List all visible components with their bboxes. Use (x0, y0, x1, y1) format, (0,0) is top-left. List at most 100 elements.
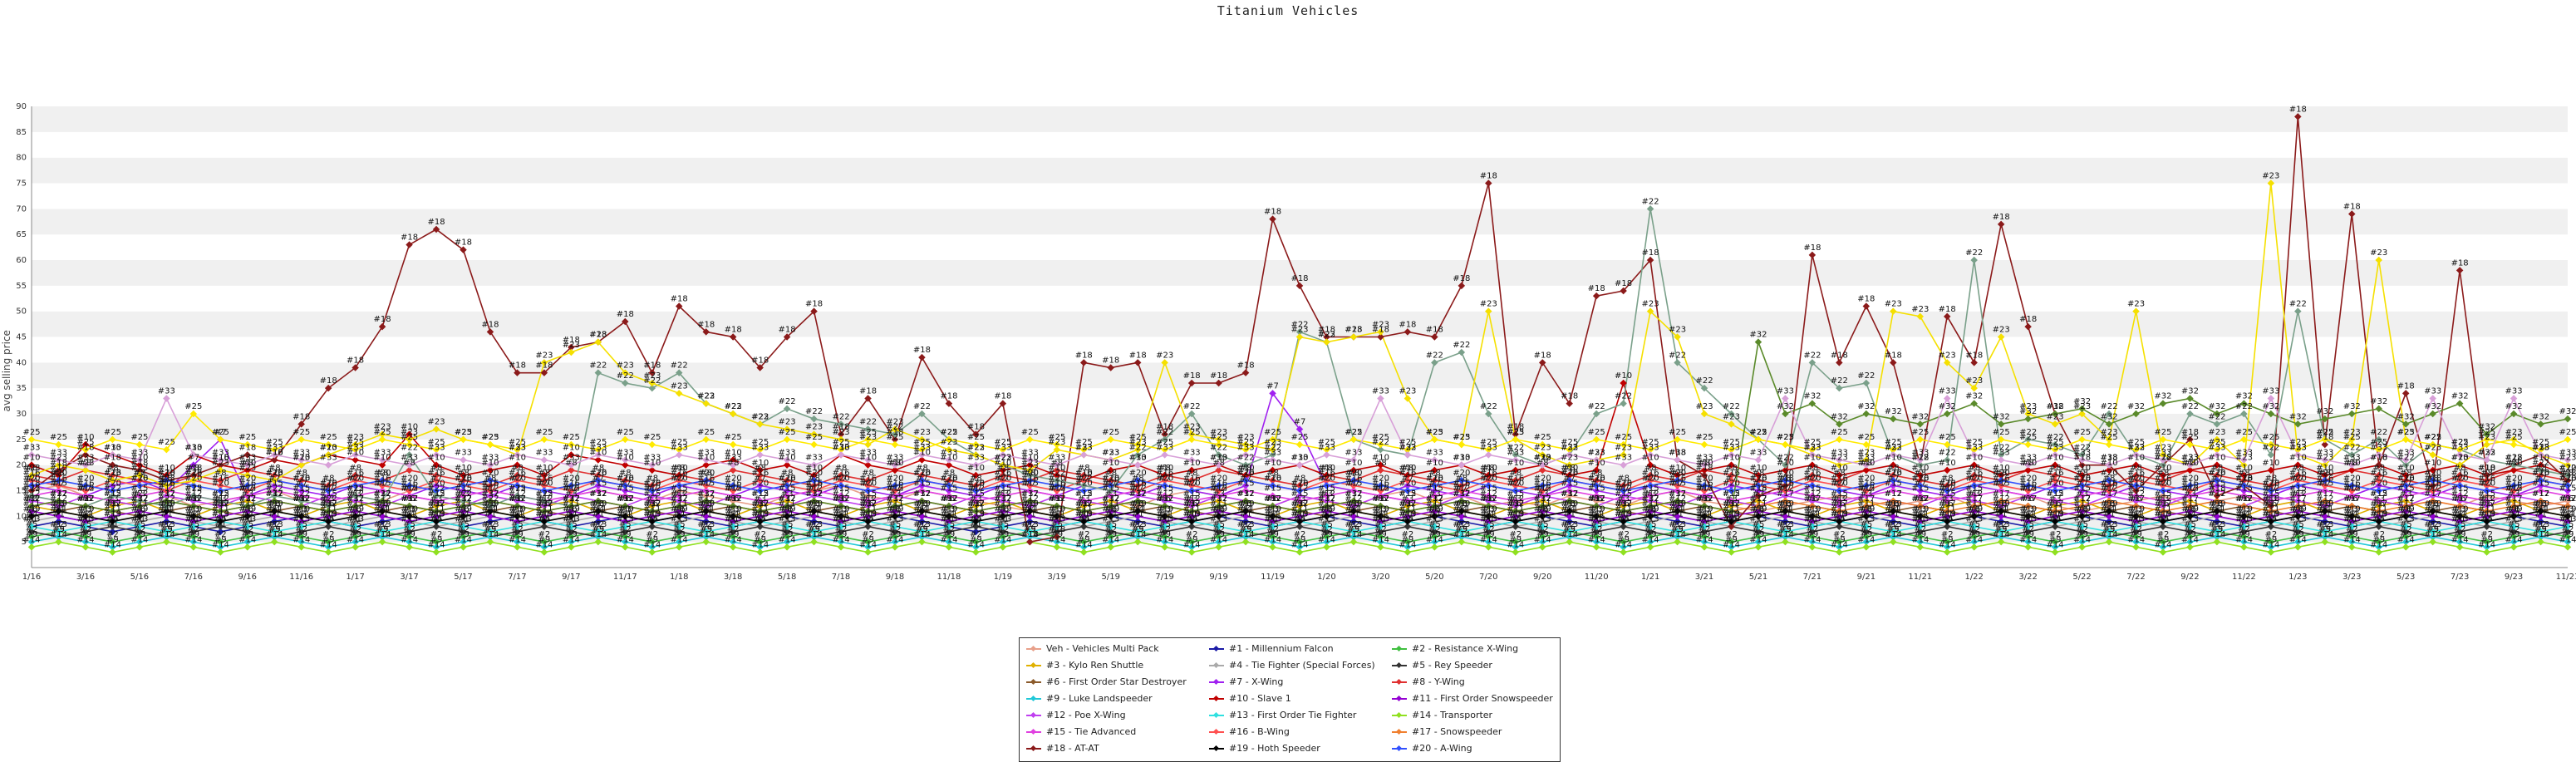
data-label: #18 (1885, 351, 1902, 360)
data-label: #33 (779, 449, 796, 458)
y-tick-label: 45 (16, 333, 27, 342)
data-label: #13 (1885, 520, 1902, 529)
data-label: #32 (1318, 494, 1335, 504)
data-label: #18 (671, 295, 688, 304)
data-label: #13 (374, 520, 391, 529)
data-label: #33 (2451, 443, 2469, 452)
data-label: #33 (2370, 443, 2387, 452)
data-label: #14 (1345, 530, 1362, 539)
data-label: #23 (266, 469, 283, 478)
data-label: #33 (347, 443, 364, 452)
data-label: #20 (1237, 469, 1255, 478)
data-label: #14 (1237, 530, 1255, 539)
data-label: #22 (184, 484, 202, 494)
data-label: #15 (1723, 489, 1740, 499)
data-label: #16 (1453, 479, 1470, 489)
data-label: #14 (2532, 530, 2549, 539)
data-label: #32 (2289, 412, 2307, 421)
data-label: #25 (1588, 428, 1605, 437)
data-label: #18 (1129, 351, 1147, 360)
data-label: #19 (374, 499, 391, 509)
data-label: #32 (320, 499, 337, 509)
data-label: #32 (1264, 494, 1281, 504)
data-label: #18 (2343, 203, 2361, 212)
data-label: #33 (2100, 454, 2117, 463)
data-label: #15 (751, 489, 769, 499)
data-label: #19 (2559, 504, 2576, 514)
data-label: #22 (617, 371, 634, 381)
data-label: #18 (509, 361, 526, 371)
y-axis-title: avg selling price (1, 330, 12, 411)
data-label: #15 (832, 484, 849, 494)
data-label: #33 (940, 449, 957, 458)
data-label: #33 (2262, 387, 2279, 396)
data-label: #19 (76, 504, 94, 514)
data-label: #14 (994, 535, 1011, 544)
data-label: #20 (401, 474, 418, 483)
data-label: #14 (481, 530, 499, 539)
legend-item: #5 - Rey Speeder (1392, 658, 1558, 672)
data-label: #22 (1695, 376, 1713, 386)
data-label: #15 (1426, 484, 1443, 494)
data-label: #10 (1372, 454, 1389, 463)
data-label: #20 (1749, 474, 1767, 483)
data-label: #19 (1507, 510, 1524, 519)
data-label: #19 (1021, 499, 1039, 509)
data-label: #23 (1480, 300, 1497, 309)
data-label: #15 (2370, 489, 2387, 499)
data-label: #33 (104, 443, 121, 452)
data-label: #14 (671, 535, 688, 544)
data-label: #22 (2181, 402, 2199, 411)
data-label: #19 (2181, 504, 2199, 514)
data-label: #10 (1588, 459, 1605, 468)
data-label: #20 (374, 469, 391, 478)
data-label: #13 (2208, 520, 2225, 529)
data-label: #19 (1237, 499, 1255, 509)
data-label: #13 (1965, 515, 1983, 524)
data-label: #19 (1642, 504, 1659, 514)
data-label: #33 (1588, 449, 1605, 458)
data-label: #22 (1480, 402, 1497, 411)
data-label: #14 (266, 530, 283, 539)
data-label: #13 (1749, 515, 1767, 524)
data-label: #20 (2478, 479, 2495, 489)
data-label: #33 (643, 454, 661, 463)
data-label: #33 (1669, 449, 1686, 458)
data-label: #20 (1993, 469, 2010, 478)
data-label: #14 (22, 535, 40, 544)
data-label: #32 (2019, 407, 2037, 416)
data-label: #32 (2478, 423, 2495, 432)
data-label: #23 (1723, 412, 1740, 421)
data-label: #25 (1507, 428, 1524, 437)
data-label: #20 (1561, 469, 1578, 478)
data-label: #14 (50, 530, 67, 539)
data-label: #33 (535, 449, 553, 458)
data-label: #33 (1426, 449, 1443, 458)
data-label: #20 (509, 474, 526, 483)
data-label: #14 (1453, 530, 1470, 539)
data-label: #22 (1075, 474, 1093, 483)
data-label: #19 (886, 504, 903, 514)
data-label: #18 (401, 234, 418, 243)
data-label: #25 (1129, 433, 1147, 442)
data-label: #32 (2100, 412, 2117, 421)
data-label: #33 (2505, 387, 2523, 396)
data-label: #25 (481, 433, 499, 442)
data-label: #23 (671, 381, 688, 391)
data-label: #19 (2100, 499, 2117, 509)
data-label: #22 (401, 443, 418, 452)
data-label: #33 (2424, 387, 2441, 396)
y-tick-label: 40 (16, 358, 27, 367)
data-label: #14 (859, 541, 877, 550)
data-label: #25 (563, 433, 580, 442)
data-label: #32 (1857, 402, 1875, 411)
data-label: #17 (2073, 494, 2091, 504)
data-label: #22 (913, 402, 931, 411)
data-label: #13 (2343, 515, 2361, 524)
data-label: #32 (481, 489, 499, 499)
grid-band (32, 209, 2568, 234)
data-label: #33 (22, 443, 40, 452)
data-label: #15 (1831, 489, 1848, 499)
data-label: #19 (725, 504, 742, 514)
data-label: #32 (212, 499, 229, 509)
